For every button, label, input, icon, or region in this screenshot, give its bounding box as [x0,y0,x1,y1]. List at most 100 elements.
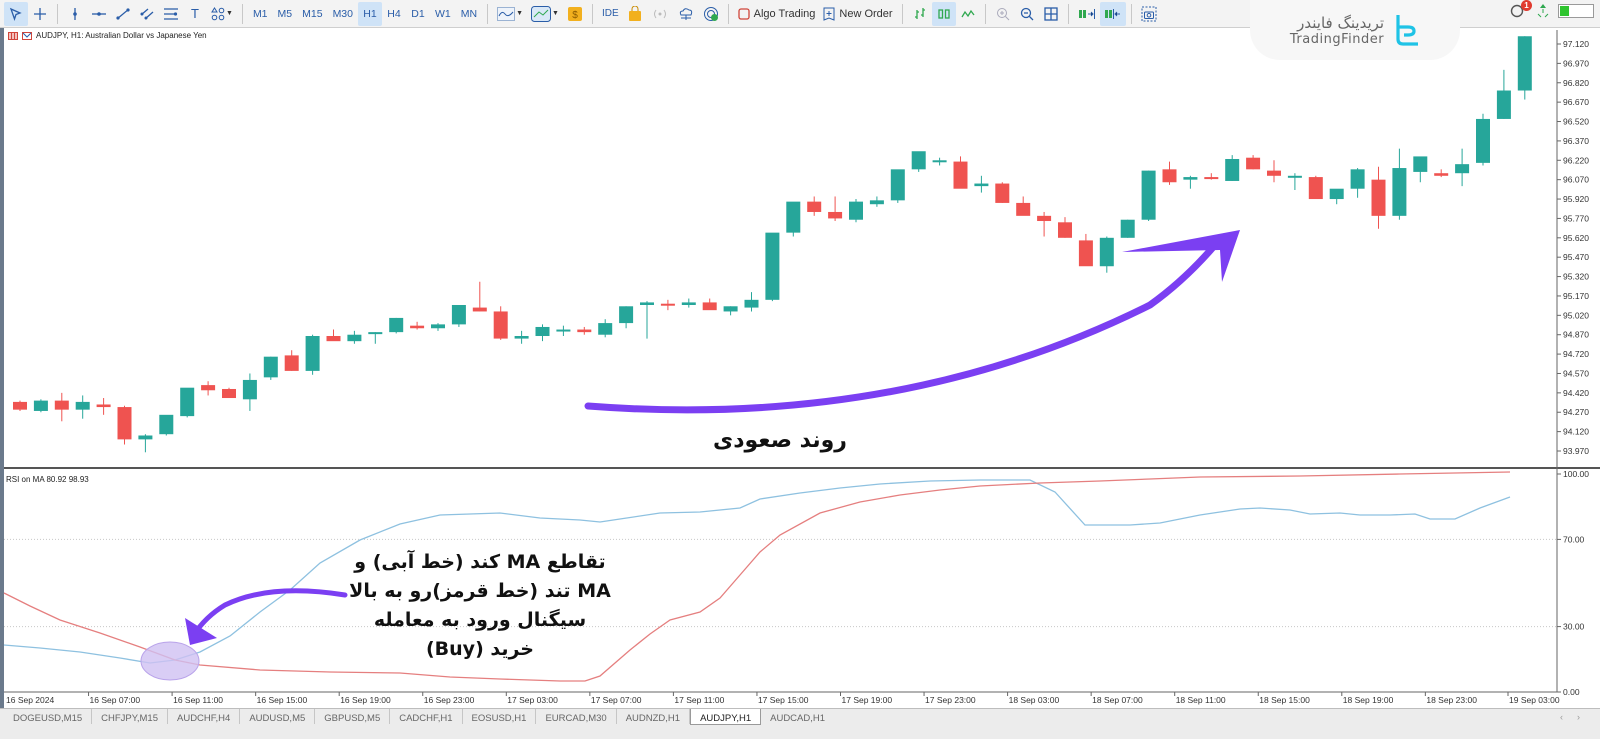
templates-button[interactable]: ▼ [527,2,563,26]
svg-text:$: $ [572,10,578,21]
price-axis-ticks: 97.120 96.970 96.820 96.670 96.520 96.370 96.2… [1557,39,1589,456]
chart-shift-button[interactable] [1099,1,1126,26]
signals-button[interactable] [647,2,673,26]
crosshair-tool-button[interactable] [28,2,52,26]
svg-text:17 Sep 15:00: 17 Sep 15:00 [758,695,809,705]
crosshair-icon [34,7,46,20]
vertical-line-button[interactable] [63,2,87,26]
algo-trading-button[interactable]: Algo Trading [734,2,820,26]
zoom-out-button[interactable] [1015,2,1039,26]
tile-windows-button[interactable] [1039,2,1063,26]
shop-button[interactable] [623,2,647,26]
chart-symbol-title: AUDJPY, H1: Australian Dollar vs Japanes… [36,31,207,40]
timeframe-h4[interactable]: H4 [387,7,401,20]
svg-text:95.920: 95.920 [1563,194,1589,204]
fibonacci-button[interactable] [159,2,183,26]
text-tool-button[interactable]: T [183,2,207,26]
vps-button[interactable] [673,2,699,26]
tab-audnzd-h1[interactable]: AUDNZD,H1 [617,709,691,724]
zoom-in-button[interactable] [991,2,1015,26]
chart-trade-icon [22,31,32,40]
svg-text:94.720: 94.720 [1563,349,1589,359]
svg-text:16 Sep 2024: 16 Sep 2024 [6,695,54,705]
svg-text:18 Sep 07:00: 18 Sep 07:00 [1092,695,1143,705]
chart-window-icon [8,31,18,40]
tab-prev-button[interactable]: ‹ [1560,712,1563,722]
radar-button[interactable] [699,2,723,26]
indicators-button[interactable]: ▼ [493,2,527,26]
svg-text:95.770: 95.770 [1563,213,1589,223]
tab-audchf-h4[interactable]: AUDCHF,H4 [168,709,241,724]
screenshot-button[interactable] [1137,2,1161,26]
candlestick-chart-button[interactable] [931,1,956,26]
timeframe-m30[interactable]: M30 [332,7,353,20]
tab-audjpy-h1[interactable]: AUDJPY,H1 [690,709,762,725]
toolbar-divider [591,3,593,24]
tab-audcad-h1[interactable]: AUDCAD,H1 [770,713,826,724]
dollar-market-icon: $ [567,6,582,21]
chevron-down-icon: ▼ [552,10,559,17]
time-axis-ticks: 16 Sep 2024 16 Sep 07:00 16 Sep 11:00 16 Se… [6,692,1560,705]
tab-gbpusd-m5[interactable]: GBPUSD,M5 [315,709,391,724]
tab-chfjpy-m15[interactable]: CHFJPY,M15 [92,709,168,724]
timeframe-w1[interactable]: W1 [435,7,451,20]
svg-text:17 Sep 03:00: 17 Sep 03:00 [507,695,558,705]
svg-text:94.270: 94.270 [1563,407,1589,417]
svg-text:95.620: 95.620 [1563,233,1589,243]
template-icon [531,5,552,22]
svg-text:100.00: 100.00 [1563,469,1589,479]
svg-text:16 Sep 19:00: 16 Sep 19:00 [340,695,391,705]
notifications-button[interactable]: 1 [1510,0,1532,20]
chevron-down-icon: ▼ [516,10,524,17]
svg-text:94.420: 94.420 [1563,388,1589,398]
timeframe-h1[interactable]: H1 [358,1,382,26]
uptrend-arrowhead [1122,230,1240,282]
svg-text:93.970: 93.970 [1563,446,1589,456]
tab-eosusd-h1[interactable]: EOSUSD,H1 [463,709,537,724]
price-chart[interactable]: 97.120 96.970 96.820 96.670 96.520 96.370 96.2… [0,0,1600,708]
svg-text:17 Sep 19:00: 17 Sep 19:00 [842,695,893,705]
market-button[interactable]: $ [563,2,587,26]
ide-button[interactable]: IDE [598,2,623,26]
svg-text:96.070: 96.070 [1563,175,1589,185]
toolbar-divider [984,3,986,24]
svg-text:19 Sep 03:00: 19 Sep 03:00 [1509,695,1560,705]
svg-text:18 Sep 03:00: 18 Sep 03:00 [1009,695,1060,705]
trend-line-icon [116,7,130,20]
svg-text:17 Sep 07:00: 17 Sep 07:00 [591,695,642,705]
svg-text:96.370: 96.370 [1563,136,1589,146]
cursor-tool-button[interactable] [4,1,28,26]
tab-eurcad-m30[interactable]: EURCAD,M30 [536,709,617,724]
timeframe-m15[interactable]: M15 [302,7,323,20]
bar-chart-button[interactable] [908,2,932,26]
brand-name-en: TradingFinder [1289,31,1385,47]
channel-button[interactable] [135,2,159,26]
new-order-icon [823,7,835,21]
chart-tabs-bar: DOGEUSD,M15 CHFJPY,M15 AUDCHF,H4 AUDUSD,… [0,708,1600,739]
crossover-arrow [190,588,348,639]
shopping-bag-icon [628,5,641,21]
tab-audusd-m5[interactable]: AUDUSD,M5 [240,709,316,724]
candlestick-icon [937,8,950,19]
brand-name-fa: تریدینگ فایندر [1297,13,1385,32]
line-chart-button[interactable] [956,2,980,26]
timeframe-d1[interactable]: D1 [411,7,425,20]
tab-next-button[interactable]: › [1577,712,1580,722]
connection-strength-bar [1558,4,1594,18]
new-order-button[interactable]: New Order [819,2,896,26]
timeframe-mn[interactable]: MN [460,7,478,20]
notification-count-badge: 1 [1521,0,1532,11]
svg-text:16 Sep 11:00: 16 Sep 11:00 [173,695,223,705]
shapes-button[interactable]: ▼ [207,2,237,26]
shapes-icon [211,6,225,20]
trend-line-button[interactable] [111,2,135,26]
tab-cadchf-h1[interactable]: CADCHF,H1 [390,709,463,724]
horizontal-line-button[interactable] [87,2,111,26]
fibonacci-icon [164,7,178,20]
timeframe-m1[interactable]: M1 [252,7,268,20]
tab-dogeusd-m15[interactable]: DOGEUSD,M15 [4,709,93,724]
timeframe-m5[interactable]: M5 [277,7,293,20]
auto-scroll-button[interactable] [1074,2,1100,26]
svg-text:97.120: 97.120 [1563,39,1589,49]
